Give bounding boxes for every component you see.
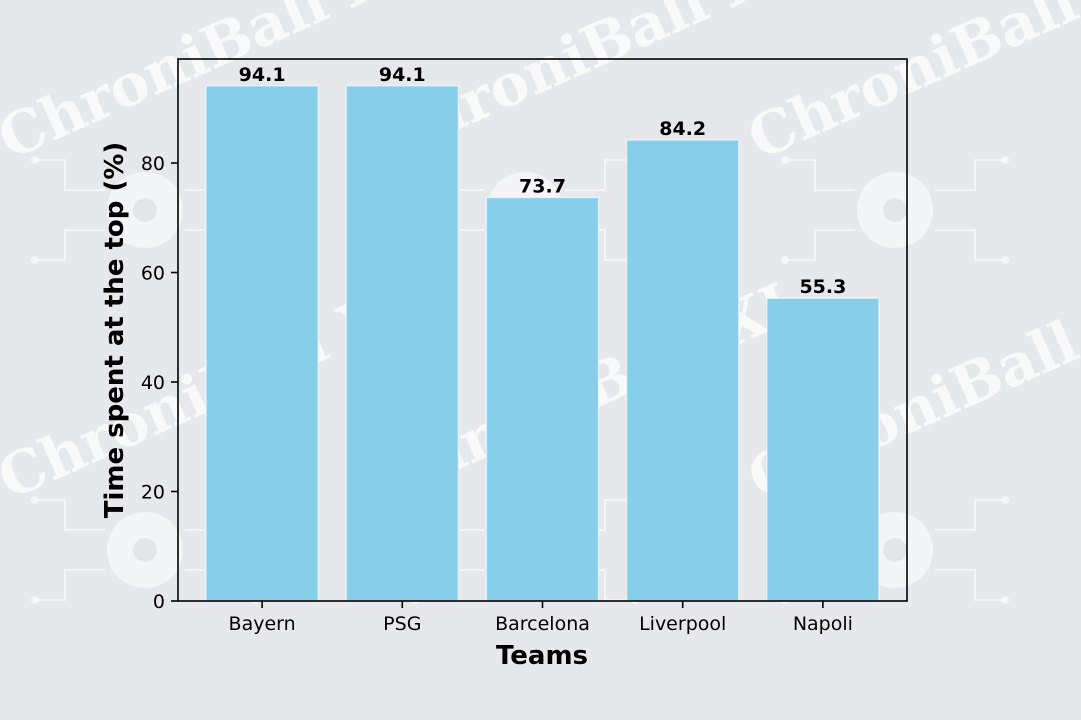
- y-tick-label: 0: [153, 591, 165, 613]
- x-axis-label: Teams: [496, 641, 588, 671]
- value-label: 94.1: [379, 64, 426, 86]
- y-axis: 0 20 40 60 80: [141, 153, 178, 613]
- value-label: 73.7: [519, 176, 566, 198]
- x-tick-label: Barcelona: [495, 613, 590, 635]
- x-tick-label: PSG: [383, 613, 421, 635]
- y-tick-label: 20: [141, 482, 165, 504]
- bar-bayern: [205, 85, 319, 602]
- value-label: 84.2: [659, 118, 706, 140]
- bar-barcelona: [485, 196, 600, 602]
- x-tick-label: Liverpool: [639, 613, 726, 635]
- watermark-text: ChroniBall XI: [738, 0, 1081, 173]
- x-axis: Bayern PSG Barcelona Liverpool Napoli: [229, 601, 853, 635]
- y-tick-label: 40: [141, 372, 165, 394]
- soccer-ball-circuit-icon: [781, 156, 1009, 264]
- value-label: 94.1: [239, 64, 286, 86]
- y-tick-label: 60: [141, 263, 165, 285]
- watermark-tile: ChroniBall XI: [738, 0, 1081, 264]
- y-tick-label: 80: [141, 153, 165, 175]
- value-label: 55.3: [799, 276, 846, 298]
- bar-napoli: [766, 297, 880, 602]
- bar-psg: [345, 85, 460, 602]
- x-tick-label: Napoli: [793, 613, 853, 635]
- x-tick-label: Bayern: [229, 613, 296, 635]
- y-axis-label: Time spent at the top (%): [100, 142, 130, 519]
- value-labels: 94.1 94.1 73.7 84.2 55.3: [239, 64, 847, 298]
- bar-liverpool: [625, 139, 740, 602]
